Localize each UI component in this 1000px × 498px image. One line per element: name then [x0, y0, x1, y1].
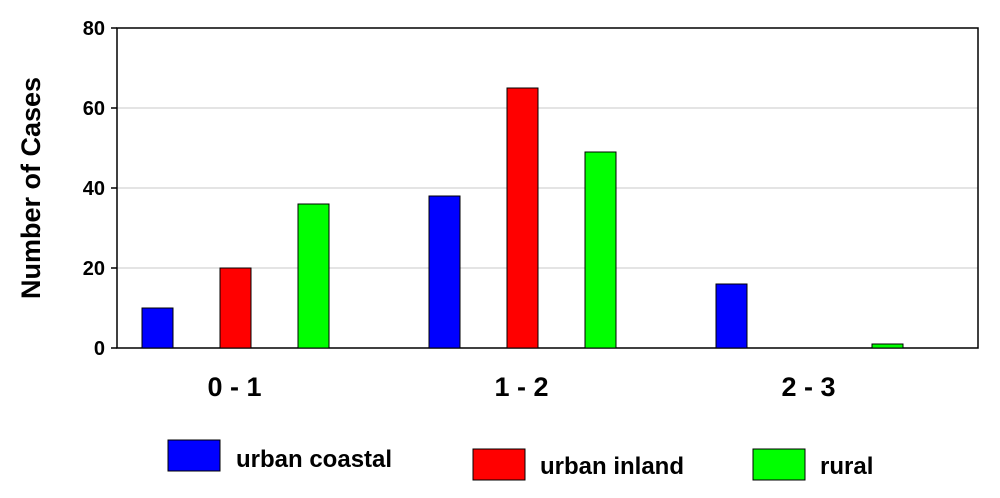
legend-label: urban inland: [540, 453, 684, 480]
y-tick-label: 20: [83, 258, 105, 280]
legend-label: urban coastal: [236, 446, 392, 473]
y-tick-label: 80: [83, 18, 105, 40]
bar-urban-coastal-1: [428, 195, 461, 349]
bar-urban-inland-1: [506, 87, 539, 349]
x-category-label: 2 - 3: [781, 372, 835, 402]
x-axis-categories: 0 - 1 1 - 2 2 - 3: [207, 372, 835, 402]
legend-swatch: [167, 439, 221, 472]
bar-urban-coastal-2: [715, 283, 748, 349]
bar-rural-0: [297, 203, 330, 349]
bar-urban-coastal-0: [141, 307, 174, 349]
y-axis-ticks: 0 20 40 60 80: [83, 18, 117, 360]
legend-label: rural: [820, 453, 873, 480]
legend: urban coastal urban inland rural: [167, 439, 873, 481]
gridlines: [117, 107, 978, 269]
bar-urban-inland-0: [219, 267, 252, 349]
bar-rural-1: [584, 151, 617, 349]
y-axis-label: Number of Cases: [16, 77, 46, 299]
bars: [141, 87, 904, 349]
legend-swatch: [752, 448, 806, 481]
y-tick-label: 40: [83, 178, 105, 200]
y-tick-label: 0: [94, 338, 105, 360]
legend-swatch: [472, 448, 526, 481]
x-category-label: 0 - 1: [207, 372, 261, 402]
y-tick-label: 60: [83, 98, 105, 120]
x-category-label: 1 - 2: [494, 372, 548, 402]
bar-rural-2: [871, 343, 904, 349]
